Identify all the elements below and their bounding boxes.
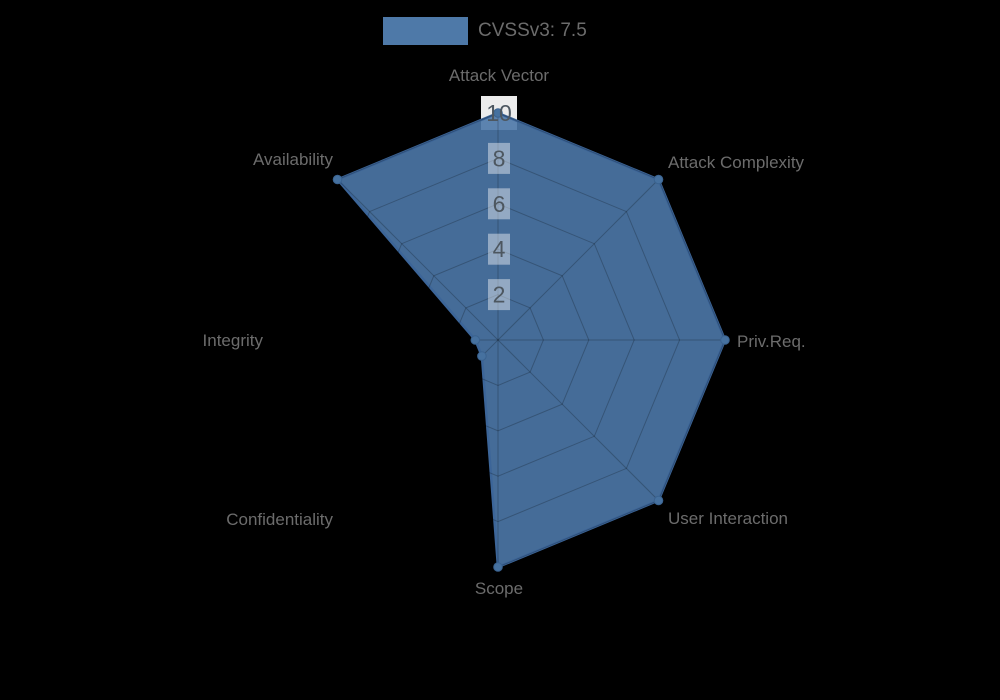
data-point-confidentiality[interactable] [477, 351, 487, 361]
legend-swatch [383, 17, 468, 45]
axis-label-scope: Scope [475, 579, 523, 598]
axis-label-attack-vector: Attack Vector [449, 66, 549, 85]
tick-label-6: 6 [493, 191, 506, 217]
data-point-priv-req[interactable] [720, 335, 730, 345]
axis-label-confidentiality: Confidentiality [226, 510, 333, 529]
grid-ring-2 [452, 294, 544, 386]
data-point-attack-vector[interactable] [493, 108, 503, 118]
data-point-attack-complexity[interactable] [653, 174, 664, 185]
tick-backdrop-8 [488, 142, 510, 174]
grid-ring-4 [406, 248, 590, 432]
tick-backdrop-6 [488, 188, 510, 220]
grid-web [270, 112, 726, 568]
axis-spoke-availability [337, 179, 499, 341]
grid-ring-6 [361, 203, 635, 477]
tick-label-2: 2 [493, 282, 506, 308]
data-point-user-interaction[interactable] [653, 495, 664, 506]
axis-label-availability: Availability [253, 150, 334, 169]
grid-ring-8 [315, 157, 681, 523]
tick-label-8: 8 [493, 145, 506, 171]
tick-label-4: 4 [493, 236, 506, 262]
axis-spoke-user-interaction [497, 339, 659, 501]
tick-label-10: 10 [486, 100, 512, 126]
tick-backdrop-4 [488, 233, 510, 265]
axis-label-attack-complexity: Attack Complexity [668, 153, 805, 172]
legend-label: CVSSv3: 7.5 [478, 20, 587, 41]
axis-label-priv-req: Priv.Req. [737, 332, 806, 351]
data-point-scope[interactable] [493, 562, 503, 572]
axis-label-user-interaction: User Interaction [668, 509, 788, 528]
tick-backdrop-2 [488, 279, 510, 311]
axis-spoke-attack-complexity [497, 179, 659, 341]
axis-label-integrity: Integrity [203, 331, 264, 350]
axis-spoke-confidentiality [337, 339, 499, 501]
chart-legend-item[interactable]: CVSSv3: 7.5 [383, 17, 587, 45]
data-point-availability[interactable] [332, 174, 343, 185]
data-point-integrity[interactable] [470, 335, 481, 345]
